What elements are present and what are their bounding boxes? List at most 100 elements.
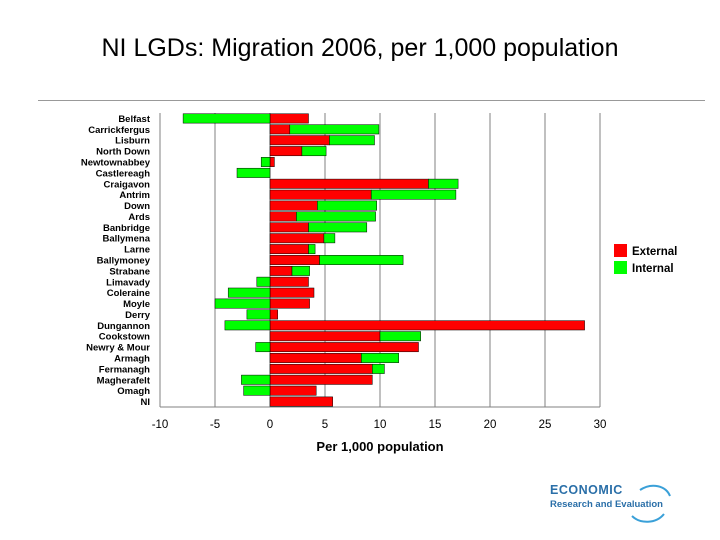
bars <box>182 113 585 407</box>
category-label-26: NI <box>141 397 151 408</box>
bar-internal-1 <box>289 124 380 135</box>
legend-label-external: External <box>632 246 677 258</box>
bar-internal-6 <box>428 178 459 189</box>
category-label-6: Craigavon <box>104 179 151 190</box>
legend-swatch-external <box>614 244 627 257</box>
bar-internal-22 <box>361 353 399 363</box>
bar-internal-21 <box>255 342 271 353</box>
bar-external-16 <box>269 287 315 298</box>
category-label-20: Cookstown <box>99 332 150 343</box>
bar-external-15 <box>269 276 309 287</box>
x-tick-label-1: -5 <box>210 419 220 431</box>
category-label-15: Limavady <box>106 277 151 288</box>
category-label-2: Lisburn <box>115 136 150 147</box>
bar-external-23 <box>269 363 373 374</box>
x-tick-label-3: 5 <box>322 419 328 431</box>
bar-external-10 <box>269 222 309 233</box>
bar-external-3 <box>269 146 303 157</box>
category-label-25: Omagh <box>117 386 150 397</box>
category-label-5: Castlereagh <box>96 168 151 179</box>
bar-internal-13 <box>319 255 404 265</box>
x-tick-label-0: -10 <box>152 419 169 431</box>
legend-swatch-internal <box>614 261 627 274</box>
x-axis-label: Per 1,000 population <box>316 439 443 454</box>
category-label-3: North Down <box>96 147 150 158</box>
category-label-11: Ballymena <box>102 234 150 245</box>
bar-external-14 <box>269 265 293 276</box>
category-label-10: Banbridge <box>103 223 150 234</box>
bar-external-17 <box>269 298 310 309</box>
category-label-18: Derry <box>125 310 151 321</box>
category-label-8: Down <box>124 201 150 212</box>
category-label-16: Coleraine <box>107 288 150 299</box>
bar-external-19 <box>269 320 585 331</box>
bar-external-26 <box>269 396 333 407</box>
bar-external-7 <box>269 189 372 200</box>
bar-internal-19 <box>224 320 271 331</box>
category-label-14: Strabane <box>109 266 150 277</box>
category-label-22: Armagh <box>114 354 150 365</box>
bar-internal-17 <box>214 298 271 309</box>
x-tick-label-7: 25 <box>539 419 552 431</box>
bar-internal-20 <box>379 331 421 342</box>
category-label-24: Magherafelt <box>97 375 151 386</box>
bar-internal-4 <box>260 157 271 167</box>
category-label-19: Dungannon <box>97 321 150 332</box>
category-label-17: Moyle <box>123 299 150 310</box>
x-tick-label-8: 30 <box>594 419 607 431</box>
bar-external-6 <box>269 178 429 189</box>
bar-internal-14 <box>291 265 310 276</box>
bar-external-4 <box>269 157 275 167</box>
x-tick-label-4: 10 <box>374 419 387 431</box>
bar-internal-2 <box>329 135 375 146</box>
category-label-0: Belfast <box>118 114 151 125</box>
category-label-21: Newry & Mour <box>86 343 150 354</box>
bar-internal-10 <box>308 222 368 233</box>
category-label-12: Larne <box>124 245 150 256</box>
bar-internal-8 <box>317 200 377 211</box>
bar-internal-15 <box>256 276 271 287</box>
category-label-7: Antrim <box>119 190 150 201</box>
bar-external-2 <box>269 135 330 146</box>
bar-internal-11 <box>323 233 336 244</box>
logo-sub-text: Research and Evaluation <box>550 499 663 510</box>
category-label-13: Ballymoney <box>97 256 151 267</box>
bar-internal-12 <box>308 244 316 255</box>
bar-internal-7 <box>370 189 457 200</box>
bar-internal-9 <box>296 211 376 222</box>
page-title: NI LGDs: Migration 2006, per 1,000 popul… <box>101 34 619 62</box>
bar-external-21 <box>269 342 419 353</box>
category-label-9: Ards <box>128 212 150 223</box>
x-tick-label-6: 20 <box>484 419 497 431</box>
header-divider <box>38 100 705 101</box>
category-label-4: Newtownabbey <box>81 158 151 169</box>
bar-internal-25 <box>243 385 271 396</box>
bar-external-24 <box>269 374 373 385</box>
bar-external-11 <box>269 233 325 244</box>
bar-external-13 <box>269 255 320 265</box>
bar-external-1 <box>269 124 291 135</box>
x-tick-label-5: 15 <box>429 419 442 431</box>
legend: External Internal <box>614 244 677 275</box>
bar-internal-24 <box>241 374 271 385</box>
logo-main-text: ECONOMIC <box>550 483 623 497</box>
bar-external-9 <box>269 211 297 222</box>
x-tick-label-2: 0 <box>267 419 273 431</box>
category-label-23: Fermanagh <box>99 364 150 375</box>
bar-external-18 <box>269 309 278 320</box>
category-label-1: Carrickfergus <box>88 125 150 136</box>
bar-external-12 <box>269 244 309 255</box>
legend-label-internal: Internal <box>632 263 674 275</box>
economic-research-logo: ECONOMIC Research and Evaluation <box>548 482 678 526</box>
bar-external-25 <box>269 385 317 396</box>
bar-internal-18 <box>246 309 271 320</box>
bar-internal-3 <box>301 146 327 157</box>
bar-external-22 <box>269 353 362 363</box>
bar-external-8 <box>269 200 318 211</box>
bar-internal-5 <box>236 167 271 178</box>
bar-external-0 <box>269 113 309 124</box>
logo-swirl-icon <box>631 484 671 523</box>
x-tick-labels: -10 -5 0 5 10 15 20 25 30 <box>152 419 607 431</box>
